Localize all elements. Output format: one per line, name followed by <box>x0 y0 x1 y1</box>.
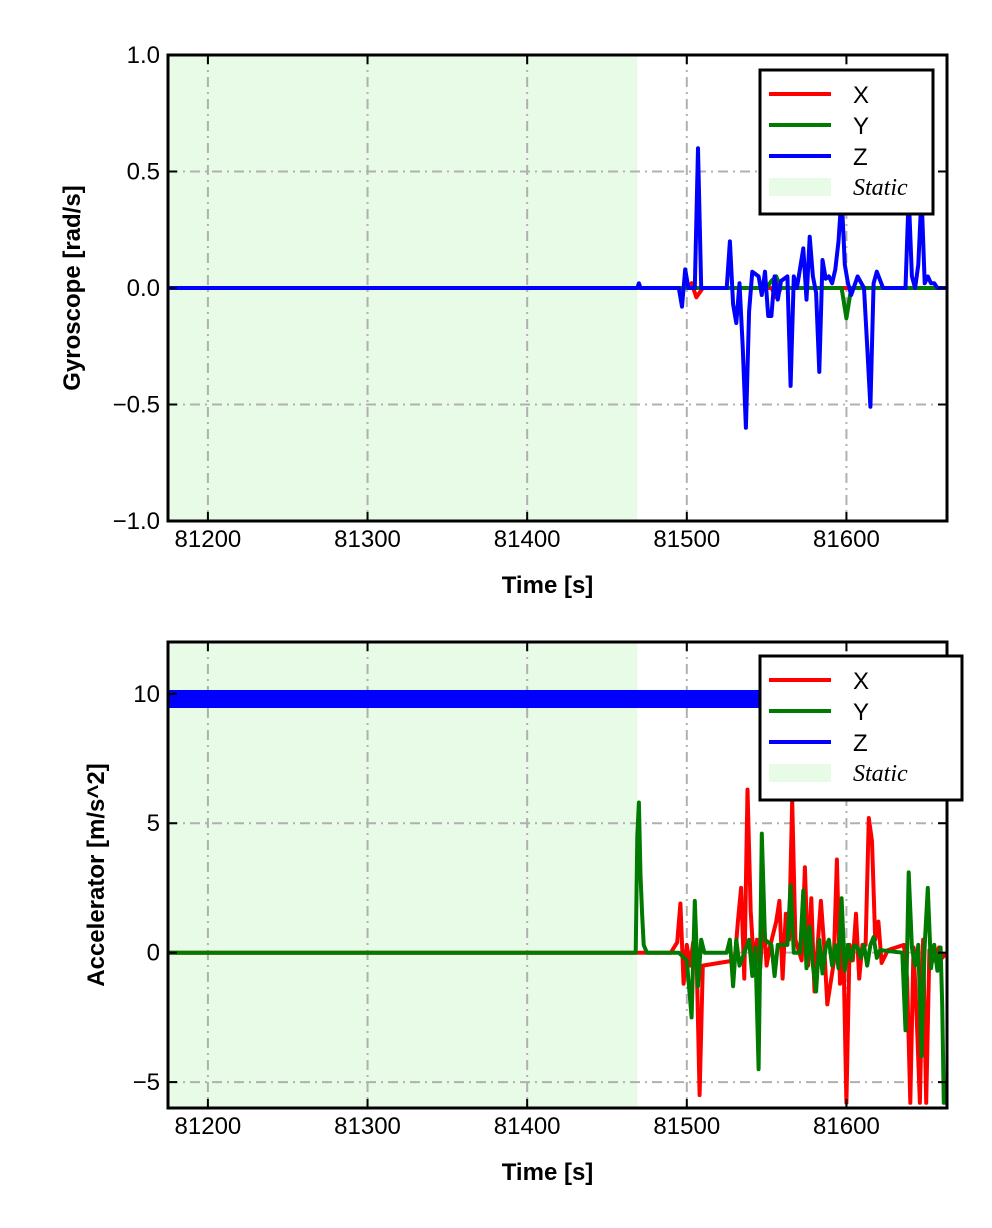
x-axis-title: Time [s] <box>502 1159 594 1186</box>
legend-z-label: Z <box>853 730 868 757</box>
x-tick-label: 81400 <box>494 1113 561 1140</box>
x-tick-label: 81400 <box>494 526 561 553</box>
y-tick-label: −0.5 <box>113 392 160 419</box>
series-y-line <box>168 800 947 1105</box>
x-tick-label: 81300 <box>334 526 401 553</box>
legend: XYZ Static <box>758 654 964 802</box>
y-axis-title: Accelerator [m/s^2] <box>83 763 110 986</box>
static-region <box>168 642 638 1108</box>
y-tick-label: −1.0 <box>113 508 160 535</box>
legend-z-label: Z <box>853 144 868 171</box>
legend-static-swatch <box>769 178 831 196</box>
legend-static-label: Static <box>853 175 908 201</box>
plot-frame <box>166 640 949 1110</box>
series-group <box>168 146 947 430</box>
legend: XYZ Static <box>758 68 935 216</box>
y-tick-label: 0.5 <box>127 159 160 186</box>
x-tick-label: 81500 <box>653 1113 720 1140</box>
x-tick-label: 81200 <box>175 526 242 553</box>
legend-y-label: Y <box>853 699 869 726</box>
y-tick-label: 0.0 <box>127 275 160 302</box>
x-axis-title: Time [s] <box>502 572 594 599</box>
x-tick-label: 81500 <box>653 526 720 553</box>
x-tick-label: 81600 <box>813 526 880 553</box>
x-tick-label: 81600 <box>813 1113 880 1140</box>
y-tick-label: 5 <box>147 810 160 837</box>
legend-x-label: X <box>853 668 869 695</box>
legend-y-label: Y <box>853 113 869 140</box>
y-tick-label: 1.0 <box>127 42 160 69</box>
y-tick-label: 10 <box>133 681 160 708</box>
y-tick-label: −5 <box>133 1069 160 1096</box>
plot-frame <box>166 53 949 523</box>
accelerometer-chart: 81200 81300 81400 81500 81600 −5 0 5 10 Time [s] A… <box>83 640 964 1186</box>
legend-static-swatch <box>769 764 831 782</box>
gyroscope-chart: 81200 81300 81400 81500 81600 −1.0 −0.5 0.0 0.5 1… <box>59 42 949 599</box>
y-axis-title: Gyroscope [rad/s] <box>59 185 86 390</box>
series-z-line <box>168 146 947 430</box>
y-tick-label: 0 <box>147 940 160 967</box>
x-tick-label: 81300 <box>334 1113 401 1140</box>
legend-static-label: Static <box>853 761 908 787</box>
x-tick-label: 81200 <box>175 1113 242 1140</box>
legend-x-label: X <box>853 82 869 109</box>
